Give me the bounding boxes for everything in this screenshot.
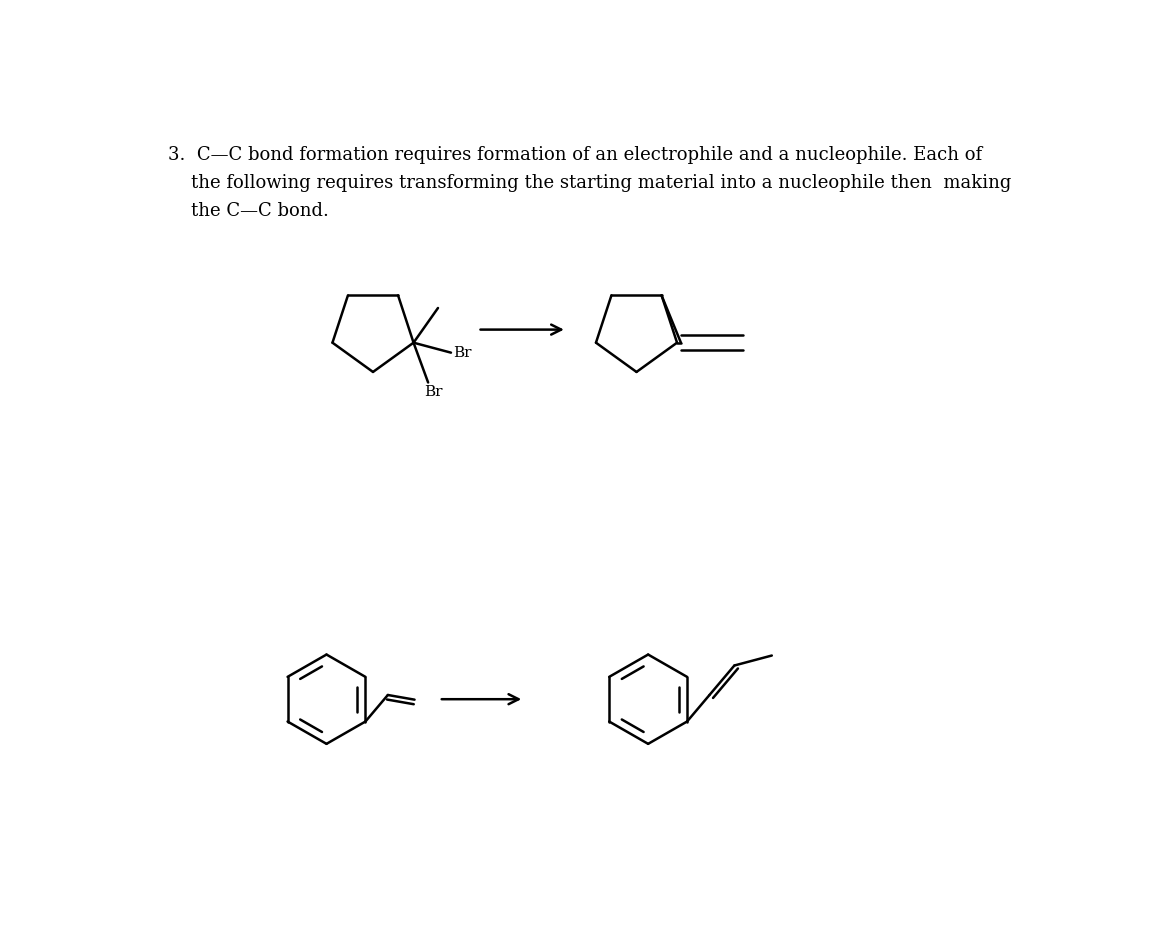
Text: Br: Br	[453, 346, 471, 360]
Text: the C—C bond.: the C—C bond.	[167, 201, 328, 219]
Text: the following requires transforming the starting material into a nucleophile the: the following requires transforming the …	[167, 174, 1011, 192]
Text: 3.  C—C bond formation requires formation of an electrophile and a nucleophile. : 3. C—C bond formation requires formation…	[167, 146, 982, 164]
Text: Br: Br	[424, 385, 442, 399]
